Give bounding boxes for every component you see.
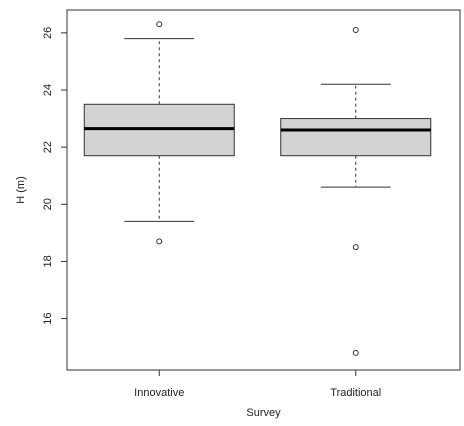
y-axis: 16 18 20 22 24 26 — [42, 27, 67, 325]
plot-frame — [66, 9, 461, 371]
y-tick-label: 22 — [42, 141, 54, 153]
boxes — [83, 21, 432, 356]
x-axis-title: Survey — [246, 407, 281, 419]
outlier-point — [352, 244, 359, 251]
iqr-box — [280, 118, 432, 157]
box-group-innovative — [83, 21, 235, 245]
outlier-point — [352, 349, 359, 356]
box-group-traditional — [280, 27, 432, 356]
y-tick-label: 20 — [42, 198, 54, 210]
x-tick-label: Innovative — [134, 387, 184, 399]
outlier-point — [156, 21, 163, 28]
x-axis: Innovative Traditional — [134, 370, 381, 399]
y-tick-label: 26 — [42, 27, 54, 39]
x-tick-label: Traditional — [330, 387, 381, 399]
outlier-point — [156, 238, 163, 245]
y-tick-label: 24 — [42, 84, 54, 96]
y-axis-title: H (m) — [15, 176, 27, 204]
outlier-point — [352, 27, 359, 33]
y-tick-label: 18 — [42, 255, 54, 267]
y-tick-label: 16 — [42, 312, 54, 324]
